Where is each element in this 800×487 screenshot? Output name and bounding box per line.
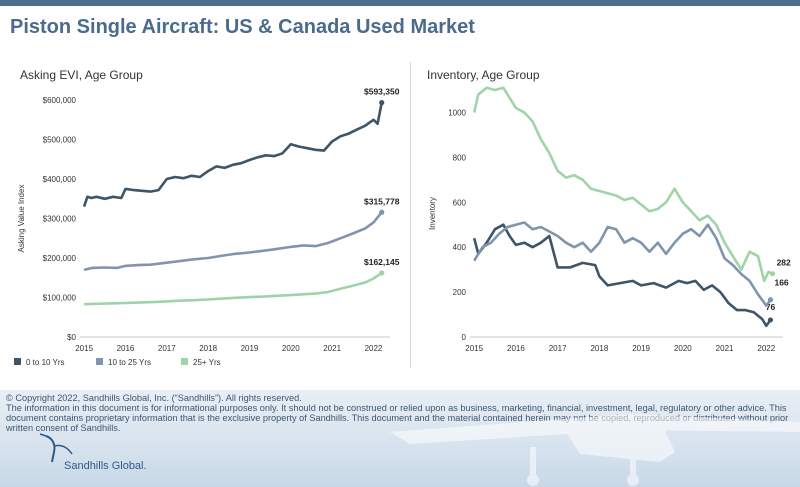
series-end-point (767, 297, 774, 303)
x-tick-label: 2019 (632, 344, 650, 353)
y-tick-label: $500,000 (43, 136, 77, 145)
y-tick-label: $200,000 (43, 254, 77, 263)
series-line-0-to-10-yrs (82, 102, 383, 208)
y-tick-label: $300,000 (43, 215, 77, 224)
legend-swatch (181, 358, 188, 365)
series-end-point (769, 271, 776, 277)
disclaimer-text: The information in this document is for … (6, 403, 789, 433)
y-tick-label: $100,000 (43, 294, 77, 303)
series-line-25-yrs (472, 86, 774, 283)
x-tick-label: 2020 (282, 344, 300, 353)
data-label: $315,778 (364, 196, 400, 206)
legend-label: 0 to 10 Yrs (26, 358, 65, 367)
data-label: $162,145 (364, 257, 400, 267)
chart-title: Asking EVI, Age Group (20, 68, 143, 82)
aircraft-watermark (390, 414, 800, 486)
x-tick-label: 2020 (674, 344, 692, 353)
panel-divider (410, 62, 411, 368)
y-tick-label: 1000 (448, 108, 466, 117)
y-tick-label: 0 (462, 333, 467, 342)
sandhills-logo: Sandhills Global. (38, 432, 148, 478)
series-line-10-to-25-yrs (83, 211, 383, 272)
legend-swatch (96, 358, 103, 365)
series-line-0-to-10-yrs (472, 223, 772, 328)
x-tick-label: 2018 (590, 344, 608, 353)
footer-text: © Copyright 2022, Sandhills Global, Inc.… (6, 393, 794, 433)
data-label: 166 (774, 278, 788, 288)
y-tick-label: 200 (453, 288, 467, 297)
x-tick-label: 2015 (465, 344, 483, 353)
logo-text: Sandhills Global. (64, 460, 147, 472)
series-end-point (379, 100, 385, 106)
asking-evi-panel: Asking EVI, Age Group Asking Value Index $… (8, 58, 404, 376)
inventory-panel: Inventory, Age Group Inventory 0 200 400 600 8… (415, 58, 793, 376)
x-tick-label: 2016 (507, 344, 525, 353)
x-tick-label: 2022 (757, 344, 775, 353)
y-tick-label: 400 (453, 243, 467, 252)
chart-title: Inventory, Age Group (427, 68, 540, 82)
series-end-point (767, 317, 774, 323)
series-end-point (379, 270, 385, 276)
y-tick-label: $400,000 (43, 175, 77, 184)
x-tick-label: 2019 (241, 344, 259, 353)
y-axis-label: Asking Value Index (17, 185, 26, 253)
x-tick-label: 2022 (365, 344, 383, 353)
data-label: 282 (777, 258, 791, 268)
legend-label: 10 to 25 Yrs (108, 358, 151, 367)
x-tick-label: 2017 (549, 344, 567, 353)
legend-label: 25+ Yrs (193, 358, 221, 367)
legend-swatch (14, 358, 21, 365)
y-tick-label: $600,000 (43, 96, 77, 105)
x-tick-label: 2021 (323, 344, 341, 353)
x-tick-label: 2018 (199, 344, 217, 353)
series-line-10-to-25-yrs (473, 221, 772, 307)
y-tick-label: 600 (453, 198, 467, 207)
page-title: Piston Single Aircraft: US & Canada Used… (10, 16, 475, 38)
top-accent-bar (0, 0, 800, 6)
series-end-point (379, 209, 385, 215)
y-tick-label: $0 (67, 333, 76, 342)
x-tick-label: 2017 (158, 344, 176, 353)
series-line-25-yrs (84, 271, 383, 306)
inventory-chart: Inventory, Age Group Inventory 0 200 400 600 8… (427, 68, 791, 353)
x-tick-label: 2015 (75, 344, 93, 353)
y-tick-label: 800 (453, 153, 467, 162)
y-axis-label: Inventory (428, 197, 437, 230)
data-label: 76 (766, 302, 776, 312)
x-tick-label: 2021 (716, 344, 734, 353)
asking-evi-chart: Asking EVI, Age Group Asking Value Index $… (14, 68, 400, 367)
copyright-text: © Copyright 2022, Sandhills Global, Inc.… (6, 393, 302, 403)
data-label: $593,350 (364, 87, 400, 97)
x-tick-label: 2016 (117, 344, 135, 353)
heron-icon (39, 433, 73, 463)
